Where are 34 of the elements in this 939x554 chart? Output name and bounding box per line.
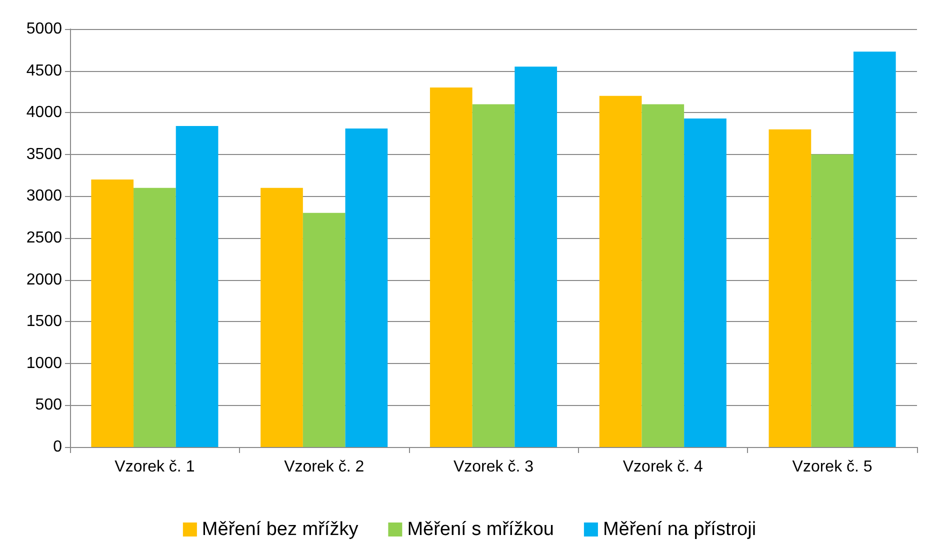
bar: [176, 126, 218, 447]
y-tick-label: 1000: [26, 354, 62, 372]
y-tick-label: 3500: [26, 146, 62, 163]
x-tick-label: Vzorek č. 2: [284, 458, 364, 476]
legend-label: Měření na přístroji: [602, 519, 756, 540]
x-tick-label: Vzorek č. 3: [453, 458, 534, 476]
bar: [345, 128, 388, 447]
bar: [472, 104, 515, 447]
bar: [684, 118, 726, 447]
bar: [260, 188, 303, 447]
bar: [853, 52, 896, 447]
bar: [768, 129, 812, 447]
x-tick-label: Vzorek č. 4: [622, 458, 704, 476]
x-tick-label: Vzorek č. 1: [114, 458, 195, 476]
bar: [642, 104, 684, 447]
y-tick-label: 500: [35, 396, 62, 414]
legend-label: Měření s mřížkou: [407, 519, 554, 540]
y-tick-label: 3000: [26, 188, 62, 205]
bar: [811, 154, 854, 447]
y-tick-label: 2500: [26, 230, 62, 246]
y-tick-label: 5000: [26, 20, 62, 38]
y-tick-label: 0: [53, 438, 62, 456]
x-tick-label: Vzorek č. 5: [792, 458, 872, 476]
bar: [134, 188, 176, 447]
bar: [599, 96, 642, 447]
y-tick-label: 1500: [26, 313, 62, 330]
bar: [514, 66, 558, 447]
bar: [302, 212, 346, 447]
bar: [430, 88, 472, 447]
y-tick-label: 2000: [26, 271, 62, 288]
y-tick-label: 4000: [26, 104, 62, 122]
bar: [91, 179, 134, 447]
y-tick-label: 4500: [26, 62, 62, 80]
legend-label: Měření bez mřížky: [202, 519, 359, 540]
